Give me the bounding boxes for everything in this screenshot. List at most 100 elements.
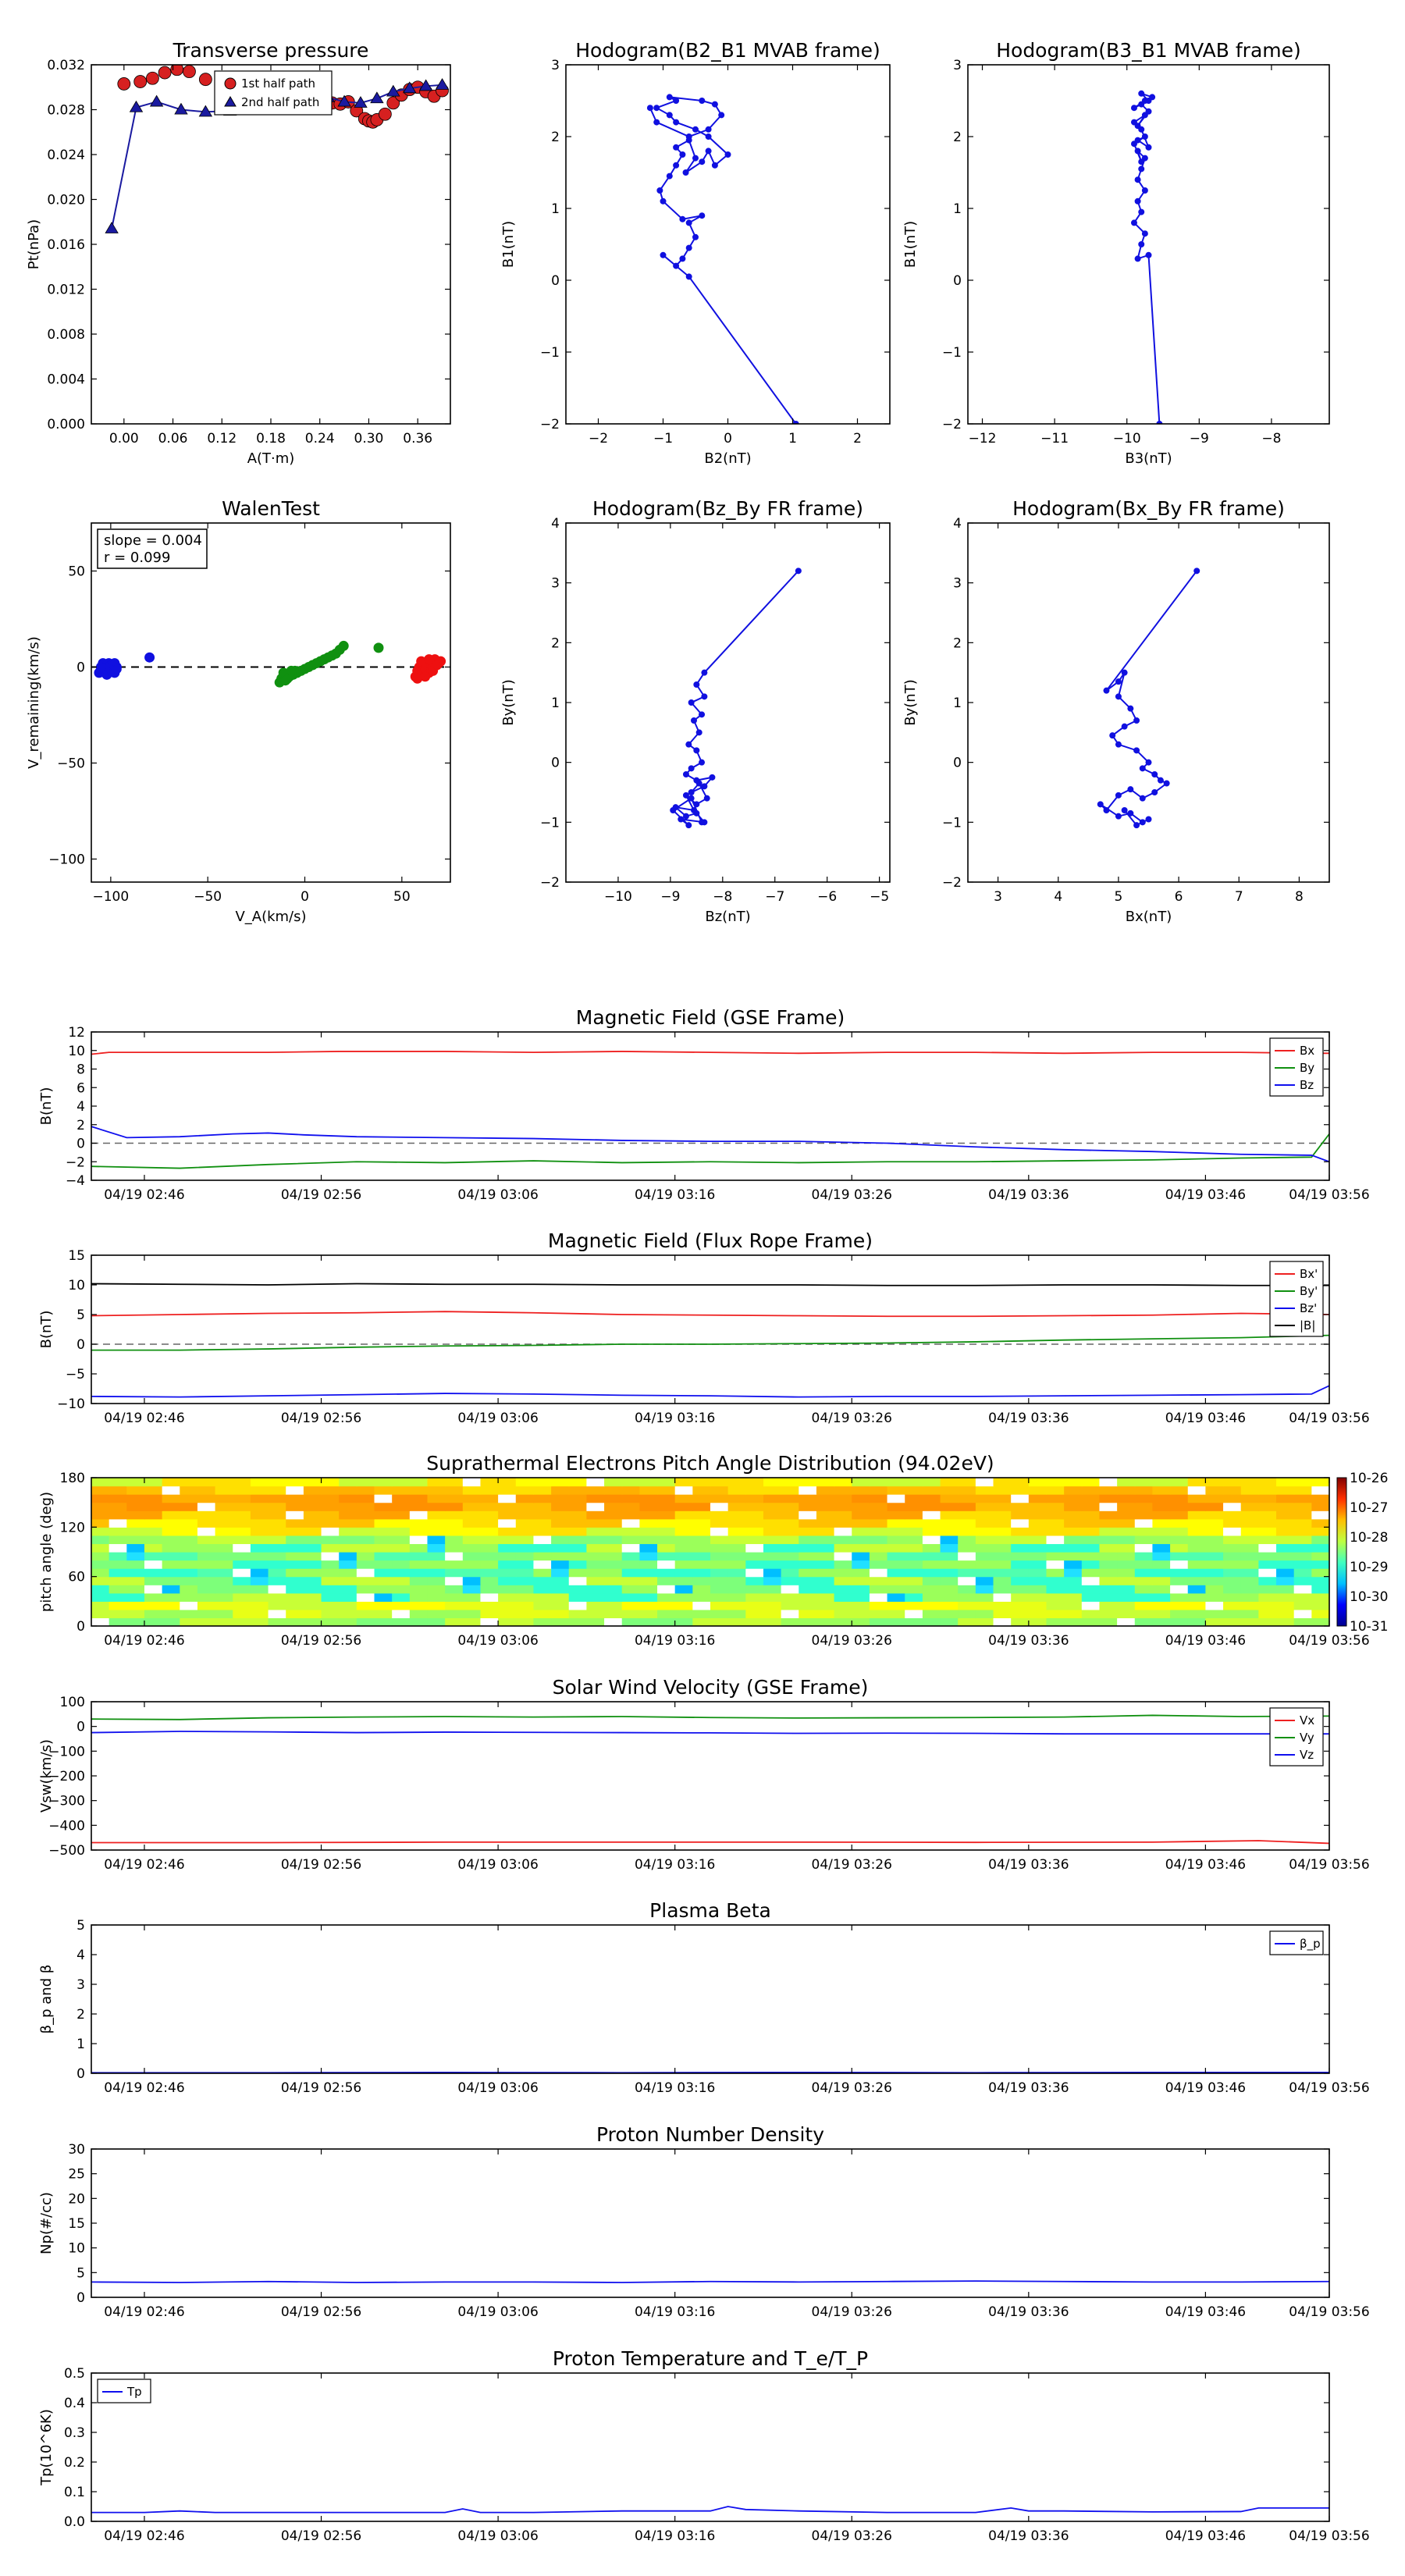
heatmap-cell — [922, 1617, 941, 1626]
heatmap-cell — [958, 1592, 976, 1602]
data-point — [718, 112, 725, 119]
series-0-line — [671, 570, 799, 826]
heatmap-cell — [108, 1552, 127, 1561]
heatmap-cell — [1064, 1609, 1083, 1619]
heatmap-cell — [852, 1535, 870, 1545]
heatmap-cell — [1134, 1510, 1154, 1520]
heatmap-cell — [657, 1576, 676, 1585]
heatmap-cell — [515, 1518, 535, 1528]
heatmap-cell — [356, 1494, 375, 1503]
heatmap-cell — [975, 1585, 994, 1594]
heatmap-cell — [1205, 1609, 1224, 1619]
data-point — [673, 119, 680, 126]
heatmap-cell — [1152, 1617, 1171, 1626]
heatmap-cell — [621, 1601, 640, 1610]
y-axis-label: β_p and β — [38, 1965, 55, 2034]
x-tick-label: 04/19 02:46 — [104, 1633, 184, 1649]
heatmap-cell — [108, 1585, 127, 1594]
heatmap-cell — [1134, 1543, 1154, 1553]
heatmap-cell — [1099, 1527, 1118, 1536]
heatmap-cell — [975, 1485, 994, 1495]
heatmap-cell — [1081, 1527, 1101, 1536]
heatmap-cell — [1170, 1576, 1189, 1585]
heatmap-cell — [922, 1485, 941, 1495]
y-tick-label: 0.004 — [47, 372, 85, 388]
heatmap-cell — [816, 1543, 835, 1553]
heatmap-cell — [215, 1552, 233, 1561]
heatmap-cell — [604, 1535, 623, 1545]
heatmap-cell — [940, 1592, 959, 1602]
heatmap-cell — [1205, 1601, 1224, 1610]
heatmap-cell — [1117, 1585, 1136, 1594]
heatmap-cell — [993, 1527, 1012, 1536]
heatmap-cell — [710, 1601, 729, 1610]
data-point — [1145, 98, 1152, 104]
x-tick-label: −2 — [589, 431, 608, 447]
data-point — [1149, 94, 1156, 101]
heatmap-cell — [91, 1502, 110, 1511]
heatmap-cell — [604, 1560, 623, 1569]
heatmap-cell — [126, 1552, 145, 1561]
y-tick-label: 1 — [551, 696, 560, 711]
heatmap-cell — [692, 1502, 711, 1511]
heatmap-cell — [1311, 1568, 1329, 1578]
heatmap-cell — [1028, 1576, 1048, 1585]
heatmap-cell — [445, 1576, 464, 1585]
heatmap-cell — [126, 1527, 145, 1536]
x-tick-label: 04/19 03:26 — [812, 2304, 892, 2320]
heatmap-cell — [816, 1527, 835, 1536]
x-axis-label: V_A(km/s) — [235, 909, 306, 925]
y-tick-label: −1 — [942, 345, 962, 361]
heatmap-cell — [745, 1552, 764, 1561]
heatmap-cell — [233, 1592, 251, 1602]
heatmap-cell — [887, 1609, 905, 1619]
data-point — [1103, 807, 1110, 813]
heatmap-cell — [551, 1585, 570, 1594]
heatmap-cell — [427, 1510, 446, 1520]
data-point — [701, 783, 708, 790]
heatmap-cell — [1293, 1576, 1312, 1585]
heatmap-cell — [1311, 1560, 1329, 1569]
heatmap-cell — [834, 1502, 852, 1511]
heatmap-cell — [392, 1485, 411, 1495]
chart-title: Magnetic Field (GSE Frame) — [576, 1006, 845, 1029]
heatmap-cell — [162, 1494, 180, 1503]
heatmap-cell — [233, 1527, 251, 1536]
heatmap-cell — [392, 1518, 411, 1528]
heatmap-cell — [710, 1535, 729, 1545]
heatmap-cell — [250, 1535, 269, 1545]
heatmap-cell — [586, 1535, 605, 1545]
heatmap-cell — [126, 1609, 145, 1619]
heatmap-cell — [1046, 1535, 1065, 1545]
heatmap-cell — [1187, 1568, 1206, 1578]
data-point — [711, 162, 718, 169]
heatmap-cell — [905, 1478, 923, 1487]
series-bx--line — [91, 1311, 1329, 1318]
heatmap-cell — [657, 1494, 676, 1503]
heatmap-cell — [356, 1568, 375, 1578]
heatmap-cell — [905, 1576, 923, 1585]
heatmap-cell — [356, 1601, 375, 1610]
heatmap-cell — [763, 1518, 782, 1528]
plot-area — [91, 1051, 1329, 1169]
heatmap-cell — [710, 1617, 729, 1626]
heatmap-cell — [763, 1510, 782, 1520]
heatmap-cell — [1152, 1543, 1171, 1553]
heatmap-cell — [834, 1568, 852, 1578]
heatmap-cell — [462, 1576, 482, 1585]
heatmap-cell — [568, 1601, 587, 1610]
chart-vsw: 04/19 02:46 04/19 02:56 04/19 03:06 04/19 0… — [38, 1676, 1370, 1873]
legend-marker — [224, 96, 237, 107]
heatmap-cell — [392, 1502, 411, 1511]
heatmap-cell — [498, 1617, 517, 1626]
heatmap-cell — [498, 1585, 517, 1594]
heatmap-cell — [268, 1510, 286, 1520]
data-point — [198, 73, 212, 87]
heatmap-cell — [1028, 1485, 1048, 1495]
heatmap-cell — [887, 1560, 905, 1569]
heatmap-cell — [958, 1485, 976, 1495]
heatmap-cell — [1134, 1568, 1154, 1578]
heatmap-cell — [374, 1576, 393, 1585]
heatmap-cell — [1011, 1535, 1030, 1545]
heatmap-cell — [1064, 1485, 1083, 1495]
